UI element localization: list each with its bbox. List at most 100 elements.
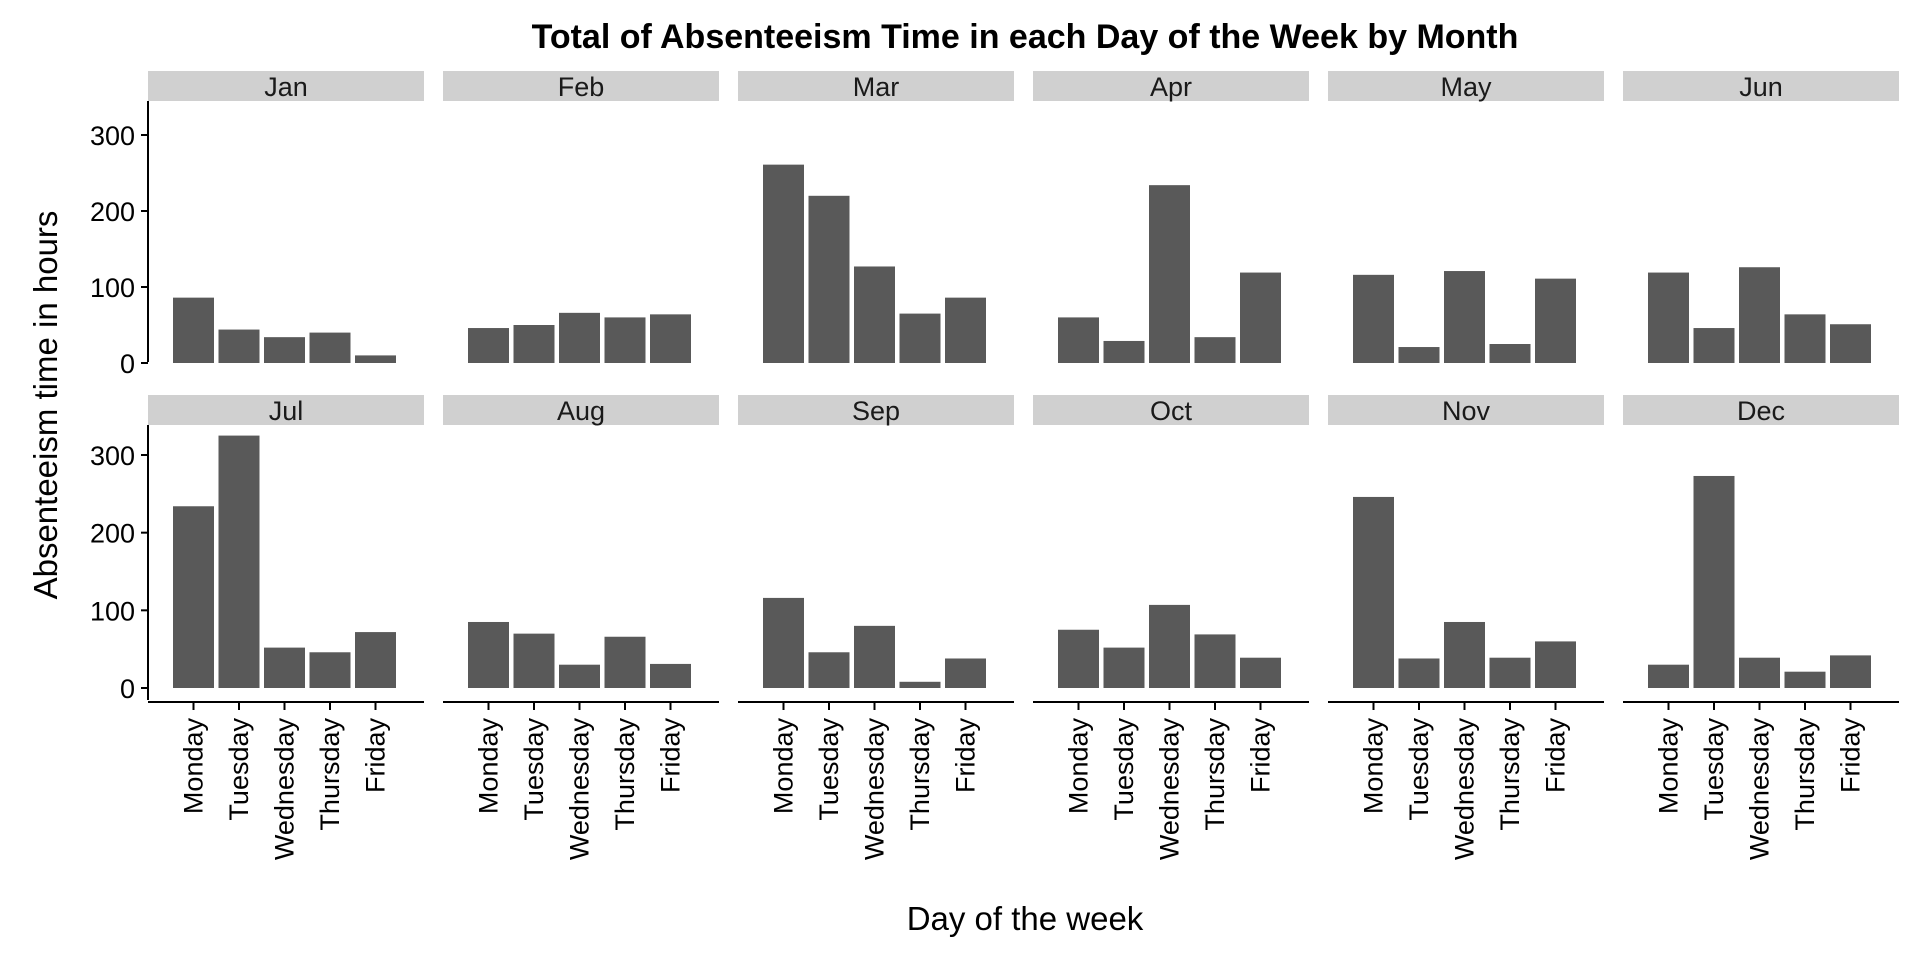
bar-jun-wednesday xyxy=(1739,267,1780,363)
panel-dec: Dec Monday Tuesday Wednesday Thursday Friday xyxy=(1623,395,1899,860)
y-tick-label: 300 xyxy=(90,441,135,471)
x-tick-label: Tuesday xyxy=(224,718,254,821)
y-tick-label: 300 xyxy=(90,121,135,151)
strip-background xyxy=(1033,71,1309,101)
bar-aug-tuesday xyxy=(513,633,555,688)
x-tick-label: Thursday xyxy=(1200,718,1230,831)
bar-jun-monday xyxy=(1648,272,1689,363)
bar-jul-wednesday xyxy=(264,647,305,688)
bar-dec-monday xyxy=(1648,664,1689,688)
bar-sep-wednesday xyxy=(854,625,895,688)
bar-mar-thursday xyxy=(899,313,941,363)
bar-apr-tuesday xyxy=(1103,340,1145,363)
bar-jul-friday xyxy=(355,632,396,688)
bar-aug-monday xyxy=(468,621,509,688)
bar-jan-monday xyxy=(173,297,214,363)
panel-aug: Aug Monday Tuesday Wednesday Thursday Friday xyxy=(443,395,719,860)
bar-feb-tuesday xyxy=(513,325,555,363)
bar-nov-wednesday xyxy=(1444,621,1485,688)
bar-may-friday xyxy=(1535,278,1576,363)
x-tick-label: Monday xyxy=(179,718,209,815)
strip-background xyxy=(443,71,719,101)
strip-background xyxy=(1623,71,1899,101)
bar-oct-monday xyxy=(1058,629,1099,688)
bar-jul-tuesday xyxy=(218,435,260,688)
bar-may-tuesday xyxy=(1398,347,1440,363)
bar-sep-friday xyxy=(945,658,986,688)
panel-mar: Mar xyxy=(738,71,1014,363)
bar-sep-thursday xyxy=(899,681,941,688)
bar-oct-thursday xyxy=(1194,634,1236,688)
bar-may-monday xyxy=(1353,274,1394,363)
strip-label: Jul xyxy=(269,396,304,426)
x-tick-label: Monday xyxy=(474,718,504,815)
strip-label: Mar xyxy=(853,72,900,102)
bar-apr-thursday xyxy=(1194,337,1236,363)
y-tick-label: 200 xyxy=(90,519,135,549)
strip-background xyxy=(1623,395,1899,425)
x-tick-label: Friday xyxy=(1836,718,1866,794)
x-tick-label: Wednesday xyxy=(565,718,595,861)
panel-jan: Jan 0 100 200 300 xyxy=(90,71,424,379)
x-tick-label: Thursday xyxy=(610,718,640,831)
bar-dec-thursday xyxy=(1784,671,1826,688)
x-tick-label: Tuesday xyxy=(1699,718,1729,821)
x-tick-label: Thursday xyxy=(1790,718,1820,831)
x-tick-label: Friday xyxy=(656,718,686,794)
bar-jan-tuesday xyxy=(218,329,260,363)
bar-nov-friday xyxy=(1535,641,1576,688)
panel-feb: Feb xyxy=(443,71,719,363)
y-tick-label: 100 xyxy=(90,596,135,626)
strip-label: May xyxy=(1440,72,1492,102)
bar-jan-friday xyxy=(355,355,396,363)
bar-feb-thursday xyxy=(604,317,646,363)
x-tick-label: Friday xyxy=(361,718,391,794)
x-tick-label: Wednesday xyxy=(1155,718,1185,861)
strip-label: Apr xyxy=(1150,72,1192,102)
strip-label: Nov xyxy=(1442,396,1491,426)
bar-mar-friday xyxy=(945,297,986,363)
bar-apr-friday xyxy=(1240,272,1281,363)
y-tick-label: 0 xyxy=(120,674,135,704)
strip-background xyxy=(1328,395,1604,425)
strip-label: Oct xyxy=(1150,396,1193,426)
x-tick-label: Tuesday xyxy=(1109,718,1139,821)
bar-oct-friday xyxy=(1240,657,1281,688)
bar-jul-monday xyxy=(173,506,214,688)
panel-jul: Jul 0 100 200 300 Monday Tuesday Wednesday Thurs… xyxy=(90,395,424,860)
bar-feb-friday xyxy=(650,314,691,363)
bar-jan-wednesday xyxy=(264,337,305,363)
bar-mar-tuesday xyxy=(808,195,850,363)
panel-sep: Sep Monday Tuesday Wednesday Thursday Friday xyxy=(738,395,1014,860)
x-axis-title: Day of the week xyxy=(907,900,1144,937)
bar-jun-thursday xyxy=(1784,314,1826,363)
panel-jun: Jun xyxy=(1623,71,1899,363)
panel-nov: Nov Monday Tuesday Wednesday Thursday Friday xyxy=(1328,395,1604,860)
bar-apr-wednesday xyxy=(1149,185,1190,363)
facet-panels: Jan 0 100 200 300 Feb Mar Apr May Jun Jul 0 100 200 30… xyxy=(90,71,1899,860)
bar-feb-monday xyxy=(468,328,509,363)
y-axis-title: Absenteeism time in hours xyxy=(27,211,64,600)
bar-apr-monday xyxy=(1058,317,1099,363)
x-tick-label: Monday xyxy=(1654,718,1684,815)
bar-oct-tuesday xyxy=(1103,647,1145,688)
bar-sep-monday xyxy=(763,597,804,688)
strip-label: Aug xyxy=(557,396,605,426)
bar-dec-wednesday xyxy=(1739,657,1780,688)
x-tick-label: Monday xyxy=(769,718,799,815)
x-tick-label: Tuesday xyxy=(1404,718,1434,821)
x-tick-label: Wednesday xyxy=(860,718,890,861)
strip-label: Sep xyxy=(852,396,900,426)
bar-dec-tuesday xyxy=(1693,475,1735,688)
x-tick-label: Thursday xyxy=(1495,718,1525,831)
bar-nov-monday xyxy=(1353,496,1394,688)
y-tick-label: 200 xyxy=(90,197,135,227)
x-tick-label: Tuesday xyxy=(814,718,844,821)
y-tick-label: 0 xyxy=(120,349,135,379)
panel-apr: Apr xyxy=(1033,71,1309,363)
strip-background xyxy=(443,395,719,425)
panel-oct: Oct Monday Tuesday Wednesday Thursday Friday xyxy=(1033,395,1309,860)
bar-nov-thursday xyxy=(1489,657,1531,688)
